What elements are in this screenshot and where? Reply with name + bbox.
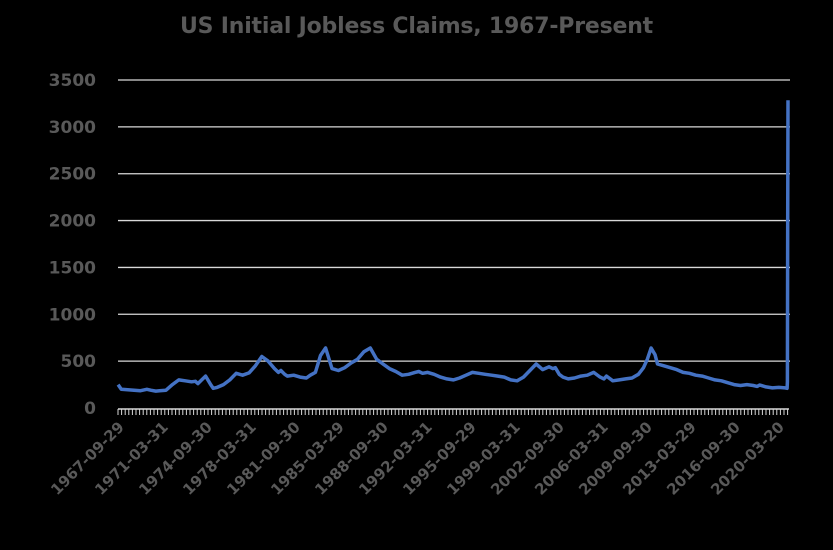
y-tick-label: 1500 bbox=[49, 258, 96, 278]
y-tick-label: 1000 bbox=[49, 305, 96, 325]
y-tick-label: 500 bbox=[61, 352, 97, 372]
chart-title: US Initial Jobless Claims, 1967-Present bbox=[180, 14, 653, 39]
y-tick-label: 2500 bbox=[49, 165, 96, 185]
y-tick-label: 3000 bbox=[49, 118, 96, 138]
y-tick-label: 3500 bbox=[49, 71, 96, 91]
claims-line bbox=[116, 100, 790, 393]
gridlines bbox=[118, 79, 790, 362]
y-tick-label: 0 bbox=[84, 399, 96, 419]
x-axis: 1967-09-291971-03-311974-09-301978-03-31… bbox=[47, 408, 789, 499]
y-tick-label: 2000 bbox=[49, 212, 96, 232]
y-axis: 0 500 1000 1500 2000 2500 3000 3500 bbox=[49, 71, 96, 419]
